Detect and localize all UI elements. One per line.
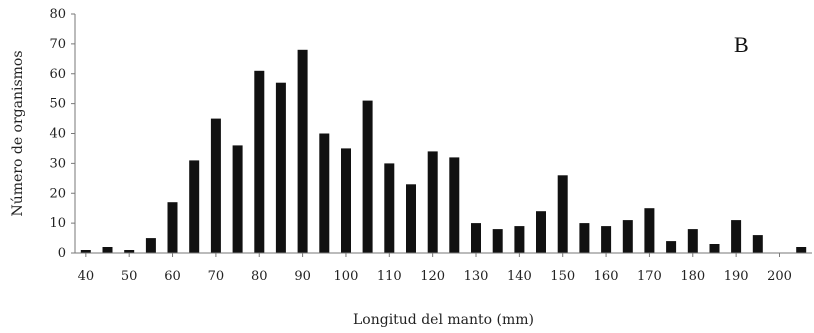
bar-155	[579, 223, 590, 253]
bar-60	[167, 202, 178, 253]
bar-120	[427, 151, 438, 253]
bar-105	[362, 100, 373, 253]
x-tick-label: 40	[78, 269, 95, 284]
bar-115	[406, 184, 416, 253]
bar-205	[796, 247, 807, 253]
x-tick-label: 100	[334, 269, 359, 284]
bars-group	[80, 49, 807, 253]
x-ticks-group: 40 50 60 70 80 90 100 110 120 130 140 150 160 170 180 1…	[78, 253, 792, 284]
x-tick-label: 140	[507, 269, 532, 284]
x-tick-label: 120	[420, 269, 445, 284]
bar-110	[384, 163, 395, 253]
x-tick-label: 70	[208, 269, 225, 284]
y-tick-label: 30	[49, 156, 66, 171]
y-tick-label: 70	[49, 37, 66, 52]
x-tick-label: 170	[637, 269, 662, 284]
x-tick-label: 190	[724, 269, 749, 284]
panel-label: B	[734, 32, 749, 57]
bar-95	[319, 133, 330, 253]
y-tick-label: 50	[49, 97, 66, 112]
bar-70	[210, 118, 221, 253]
y-axis-title: Número de organismos	[10, 50, 26, 216]
x-tick-label: 90	[294, 269, 311, 284]
y-tick-label: 20	[49, 186, 66, 201]
bar-135	[492, 229, 503, 253]
bar-100	[341, 148, 351, 253]
bar-50	[124, 250, 135, 253]
bar-160	[601, 226, 612, 253]
bar-55	[145, 238, 156, 253]
bar-145	[536, 211, 546, 253]
y-tick-label: 80	[49, 7, 66, 22]
bar-170	[644, 208, 655, 253]
bar-75	[232, 145, 243, 253]
bar-195	[752, 235, 763, 253]
x-tick-label: 180	[680, 269, 705, 284]
bar-125	[449, 157, 460, 253]
x-axis-title: Longitud del manto (mm)	[353, 312, 534, 328]
bar-150	[557, 175, 568, 253]
bar-190	[731, 220, 742, 253]
bar-65	[189, 160, 200, 253]
x-tick-label: 200	[767, 269, 792, 284]
x-tick-label: 80	[251, 269, 268, 284]
bar-45	[102, 247, 113, 253]
y-ticks-group: 0 10 20 30 40 50 60 70 80	[49, 7, 75, 261]
axes-group	[74, 14, 812, 254]
y-tick-label: 10	[49, 216, 66, 231]
bar-130	[471, 223, 481, 253]
x-tick-label: 130	[464, 269, 489, 284]
bar-185	[709, 244, 720, 253]
x-tick-label: 150	[550, 269, 575, 284]
y-tick-label: 0	[58, 246, 66, 261]
x-tick-label: 50	[121, 269, 138, 284]
bar-90	[297, 49, 308, 253]
x-tick-label: 110	[377, 269, 402, 284]
bar-40	[80, 250, 91, 253]
y-tick-label: 40	[49, 127, 66, 142]
bar-85	[275, 82, 286, 253]
bar-165	[622, 220, 633, 253]
y-tick-label: 60	[49, 67, 66, 82]
bar-180	[687, 229, 698, 253]
bar-140	[514, 226, 525, 253]
x-tick-label: 60	[164, 269, 181, 284]
bar-175	[666, 241, 677, 253]
x-tick-label: 160	[594, 269, 619, 284]
bar-80	[254, 70, 265, 253]
